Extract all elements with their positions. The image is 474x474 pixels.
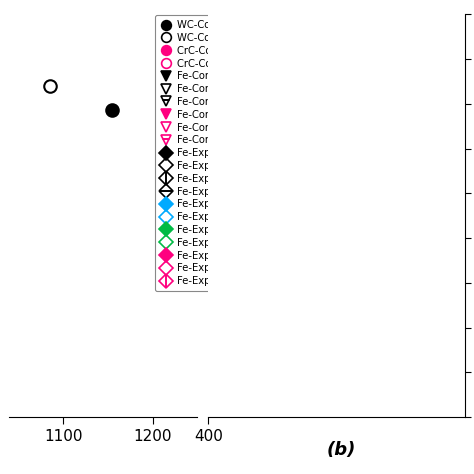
Text: (b): (b) xyxy=(327,441,356,459)
Legend: WC-Com HVOF, WC-Com HVAF1, CrC-Com HVOF, CrC-Com HVAF1, Fe-Com1 HVOF, Fe-Com1 HV: WC-Com HVOF, WC-Com HVAF1, CrC-Com HVOF,… xyxy=(155,15,262,291)
